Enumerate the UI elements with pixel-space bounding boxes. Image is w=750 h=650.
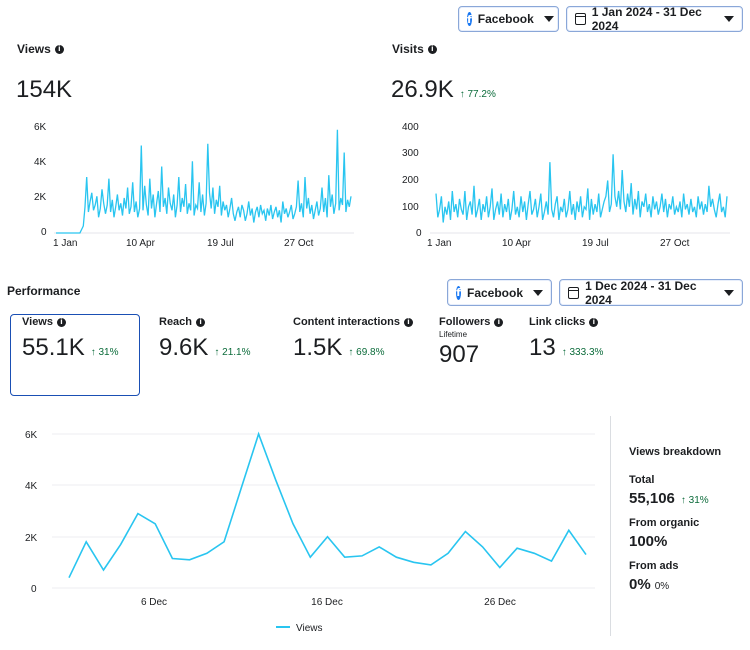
views-y-tick: 6K [34, 122, 47, 133]
breakdown-divider [610, 416, 611, 636]
visits-yearly-series-line [435, 154, 728, 223]
metric-sublabel: Lifetime [439, 330, 468, 339]
date-range-performance-label: 1 Dec 2024 - 31 Dec 2024 [585, 278, 697, 307]
info-icon[interactable]: i [427, 44, 437, 54]
metric-value: 1.5K [293, 334, 343, 361]
info-icon[interactable]: i [494, 317, 504, 327]
views-x-tick: 27 Oct [284, 238, 314, 249]
calendar-icon [575, 13, 586, 25]
caret-down-icon [543, 16, 554, 22]
metric-value: 55.1K [22, 334, 85, 361]
breakdown-title: Views breakdown [629, 446, 722, 458]
metric-label: Reach [159, 316, 193, 328]
metric-label: Followers [439, 316, 491, 328]
views-yearly-chart: 6K 4K 2K 0 1 Jan 10 Apr 19 Jul 27 Oct [34, 122, 354, 249]
visits-title-text: Visits [392, 42, 424, 56]
visits-x-tick: 19 Jul [582, 238, 609, 249]
metric-value: 907 [439, 341, 480, 368]
dec-x-tick: 6 Dec [141, 597, 167, 608]
breakdown-ads-small: 0% [654, 581, 670, 592]
dec-y-tick: 0 [31, 584, 37, 595]
metric-card-views-selected[interactable] [10, 314, 140, 396]
dec-y-tick: 4K [25, 481, 38, 492]
visits-total: 26.9K [391, 76, 454, 103]
caret-down-icon [724, 16, 734, 22]
metric-label: Link clicks [529, 316, 586, 328]
visits-delta: ↑ 77.2% [459, 89, 496, 100]
caret-down-icon [724, 289, 734, 296]
date-range-selector-performance[interactable]: 1 Dec 2024 - 31 Dec 2024 [559, 278, 743, 307]
breakdown-total-delta: ↑ 31% [680, 495, 709, 506]
facebook-icon: f [456, 285, 461, 300]
breakdown-total-value: 55,106 [629, 490, 675, 507]
facebook-icon: f [467, 12, 472, 26]
performance-title: Performance [7, 284, 81, 298]
metric-delta: ↑ 69.8% [348, 347, 385, 358]
visits-yearly-chart: 400 300 200 100 0 1 Jan 10 Apr 19 Jul 27… [402, 122, 730, 249]
metric-delta: ↑ 31% [90, 347, 119, 358]
views-x-tick: 19 Jul [207, 238, 234, 249]
dec-x-tick: 26 Dec [484, 597, 516, 608]
platform-selector-top-label: Facebook [477, 12, 534, 26]
info-icon[interactable]: i [196, 317, 206, 327]
metric-link-clicks[interactable]: Link clicks i 13 ↑ 333.3% [529, 316, 603, 362]
metric-value: 13 [529, 334, 556, 361]
metric-delta: ↑ 333.3% [561, 347, 604, 358]
dec-y-tick: 2K [25, 533, 38, 544]
views-december-series-line [68, 431, 587, 579]
metric-label: Views [22, 316, 53, 328]
dec-x-tick: 16 Dec [311, 597, 343, 608]
metric-followers[interactable]: Followers i Lifetime 907 [439, 316, 504, 369]
metric-delta: ↑ 21.1% [214, 347, 251, 358]
views-december-chart: 6K 4K 2K 0 6 Dec 16 Dec 26 Dec Views [25, 430, 595, 634]
visits-panel-title: Visits i [392, 42, 437, 56]
views-total: 154K [16, 76, 73, 103]
breakdown-total-label: Total [629, 474, 655, 486]
visits-total-row: 26.9K ↑ 77.2% [391, 76, 496, 104]
platform-selector-top[interactable]: f Facebook [458, 6, 559, 32]
caret-down-icon [533, 289, 543, 296]
views-x-tick: 10 Apr [126, 238, 156, 249]
breakdown-ads-label: From ads [629, 560, 679, 572]
visits-y-tick: 0 [416, 228, 422, 239]
visits-y-tick: 300 [402, 148, 419, 159]
calendar-icon [568, 286, 580, 299]
platform-selector-performance-label: Facebook [466, 285, 523, 300]
views-panel-title: Views i [17, 42, 64, 56]
info-icon[interactable]: i [589, 317, 599, 327]
metric-views[interactable]: Views i 55.1K ↑ 31% [22, 316, 119, 362]
views-x-tick: 1 Jan [53, 238, 77, 249]
date-range-top-label: 1 Jan 2024 - 31 Dec 2024 [591, 5, 702, 33]
breakdown-organic-value: 100% [629, 533, 668, 550]
visits-x-tick: 10 Apr [502, 238, 532, 249]
visits-x-tick: 1 Jan [427, 238, 451, 249]
metric-content-interactions[interactable]: Content interactions i 1.5K ↑ 69.8% [293, 316, 413, 362]
metric-reach[interactable]: Reach i 9.6K ↑ 21.1% [159, 316, 251, 362]
metric-value: 9.6K [159, 334, 209, 361]
visits-y-tick: 400 [402, 122, 419, 133]
views-yearly-series-line [56, 129, 352, 234]
visits-y-tick: 200 [402, 175, 419, 186]
views-y-tick: 0 [41, 227, 47, 238]
info-icon[interactable]: i [57, 317, 66, 327]
info-icon[interactable]: i [403, 317, 413, 327]
views-title-text: Views [17, 42, 51, 56]
dec-y-tick: 6K [25, 430, 38, 441]
breakdown-organic-label: From organic [629, 517, 700, 529]
legend-label: Views [296, 623, 323, 634]
views-breakdown: Views breakdown Total 55,106 ↑ 31% From o… [629, 446, 721, 593]
metric-label: Content interactions [293, 316, 400, 328]
views-y-tick: 2K [34, 192, 47, 203]
info-icon[interactable]: i [54, 44, 64, 54]
visits-y-tick: 100 [402, 202, 419, 213]
date-range-selector-top[interactable]: 1 Jan 2024 - 31 Dec 2024 [566, 5, 743, 33]
views-y-tick: 4K [34, 157, 47, 168]
visits-x-tick: 27 Oct [660, 238, 690, 249]
breakdown-ads-value: 0% [629, 576, 651, 593]
platform-selector-performance[interactable]: f Facebook [447, 279, 552, 306]
